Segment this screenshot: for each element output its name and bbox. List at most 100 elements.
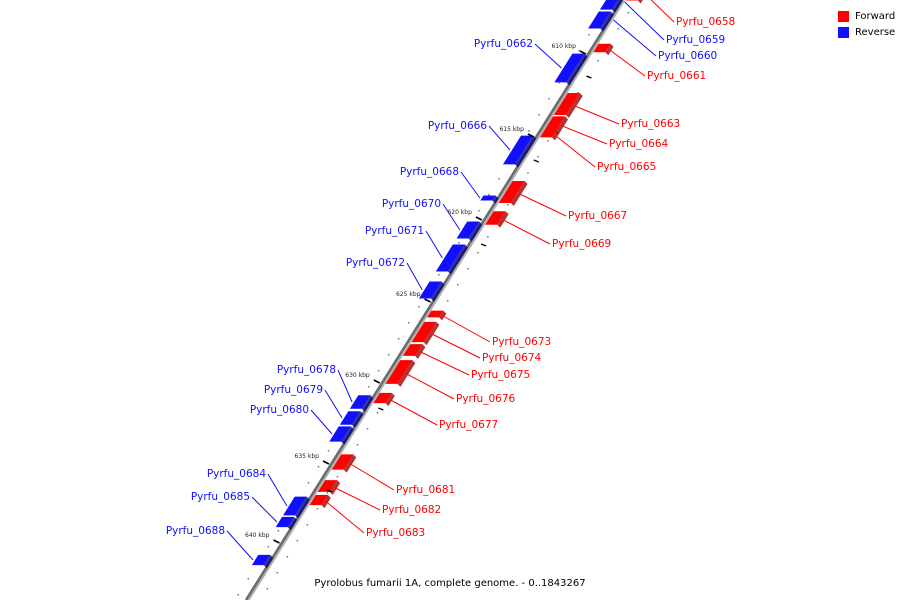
reverse-gene-Pyrfu_0668-label: Pyrfu_0668 [400,166,459,178]
track-dot [357,444,359,446]
tick-label: 615 kbp [499,126,524,133]
forward-gene-Pyrfu_0677-label: Pyrfu_0677 [439,419,498,431]
forward-gene-Pyrfu_0663-label: Pyrfu_0663 [621,118,680,130]
reverse-gene-Pyrfu_0671-leader [426,231,442,258]
tick-label: 630 kbp [345,372,370,379]
reverse-gene-Pyrfu_0670-label: Pyrfu_0670 [382,198,441,210]
track-dot [528,130,530,132]
reverse-gene-Pyrfu_0659-label: Pyrfu_0659 [666,34,725,46]
tick-mark [580,51,586,54]
forward-gene-Pyrfu_0658-label: Pyrfu_0658 [676,16,735,28]
track-dot [388,354,390,356]
forward-gene-Pyrfu_0683-label: Pyrfu_0683 [366,527,425,539]
track-dot [478,210,480,212]
forward-gene-Pyrfu_0669-leader [503,220,550,244]
reverse-gene-Pyrfu_0680-leader [311,410,332,434]
legend-reverse-label: Reverse [855,27,895,38]
strand-marker [481,244,486,246]
reverse-gene-Pyrfu_0679-label: Pyrfu_0679 [264,384,323,396]
forward-gene-Pyrfu_0682-label: Pyrfu_0682 [382,504,441,516]
track-dot [318,466,320,468]
track-dot [377,412,379,414]
track-dot [507,204,509,206]
tick-label: 625 kbp [396,291,421,298]
track-dot [287,556,289,558]
track-dot [277,572,279,574]
tick-label: 620 kbp [447,209,472,216]
track-dot [467,268,469,270]
reverse-gene-Pyrfu_0668-leader [461,172,480,198]
tick-mark [323,461,329,464]
forward-gene-Pyrfu_0665-leader [556,136,595,167]
track-dot [378,370,380,372]
track-dot [447,300,449,302]
track-dot [368,386,370,388]
strand-marker [586,76,591,78]
legend-reverse: Reverse [838,24,895,40]
reverse-gene-Pyrfu_0679-leader [325,390,342,418]
forward-gene-Pyrfu_0675-leader [421,352,469,375]
tick-label: 640 kbp [245,532,270,539]
forward-gene-Pyrfu_0663-leader [575,106,619,124]
forward-gene-Pyrfu_0667-label: Pyrfu_0667 [568,210,627,222]
forward-gene-Pyrfu_0673-leader [443,316,490,342]
track-dot [617,28,619,30]
forward-gene-Pyrfu_0664-label: Pyrfu_0664 [609,138,669,150]
track-dot [307,524,309,526]
track-dot [498,178,500,180]
track-dot [548,98,550,100]
forward-gene-Pyrfu_0658-shade [638,0,652,3]
reverse-gene-Pyrfu_0684-label: Pyrfu_0684 [207,468,267,480]
track-dot [337,476,339,478]
track-dot [408,322,410,324]
tick-mark [425,299,431,302]
forward-gene-Pyrfu_0673-label: Pyrfu_0673 [492,336,551,348]
reverse-gene-Pyrfu_0670-leader [443,204,460,230]
forward-gene-Pyrfu_0676-leader [407,374,454,399]
track-dot [418,306,420,308]
reverse-gene-Pyrfu_0672-leader [407,263,422,290]
forward-gene-Pyrfu_0677-leader [391,400,437,425]
track-dot [488,194,490,196]
reverse-gene-Pyrfu_0660-label: Pyrfu_0660 [658,50,717,62]
forward-gene-Pyrfu_0683-leader [327,502,364,533]
reverse-gene-Pyrfu_0680-label: Pyrfu_0680 [250,404,309,416]
legend-forward: Forward [838,8,895,24]
reverse-gene-Pyrfu_0671-label: Pyrfu_0671 [365,225,424,237]
forward-gene-Pyrfu_0674-label: Pyrfu_0674 [482,352,542,364]
reverse-gene-Pyrfu_0684-leader [268,474,287,506]
legend: Forward Reverse [838,8,895,40]
track-dot [457,284,459,286]
track-dot [317,508,319,510]
track-dot [398,338,400,340]
track-dot [328,450,330,452]
track-dot [537,156,539,158]
track-dot [438,274,440,276]
track-dot [308,482,310,484]
forward-gene-Pyrfu_0674-leader [432,334,480,358]
track-dot [477,252,479,254]
reverse-gene-Pyrfu_0688-label: Pyrfu_0688 [166,525,225,537]
reverse-gene-Pyrfu_0672-label: Pyrfu_0672 [346,257,405,269]
forward-swatch [838,11,849,22]
reverse-gene-Pyrfu_0666-label: Pyrfu_0666 [428,120,488,132]
reverse-gene-Pyrfu_0685-leader [252,497,277,522]
legend-forward-label: Forward [855,11,895,22]
track-dot [487,236,489,238]
tick-mark [374,380,380,383]
reverse-gene-Pyrfu_0685-label: Pyrfu_0685 [191,491,250,503]
forward-gene-Pyrfu_0661-label: Pyrfu_0661 [647,70,706,82]
forward-gene-Pyrfu_0675-label: Pyrfu_0675 [471,369,530,381]
track-dot [588,34,590,36]
track-dot [458,242,460,244]
strand-marker [534,160,539,162]
track-dot [547,140,549,142]
forward-gene-Pyrfu_0681-leader [350,464,394,490]
reverse-gene-Pyrfu_0662-label: Pyrfu_0662 [474,38,533,50]
tick-mark [273,540,279,543]
forward-gene-Pyrfu_0667-leader [520,194,566,216]
track-dot [268,546,270,548]
forward-gene-Pyrfu_0661-leader [610,50,645,76]
